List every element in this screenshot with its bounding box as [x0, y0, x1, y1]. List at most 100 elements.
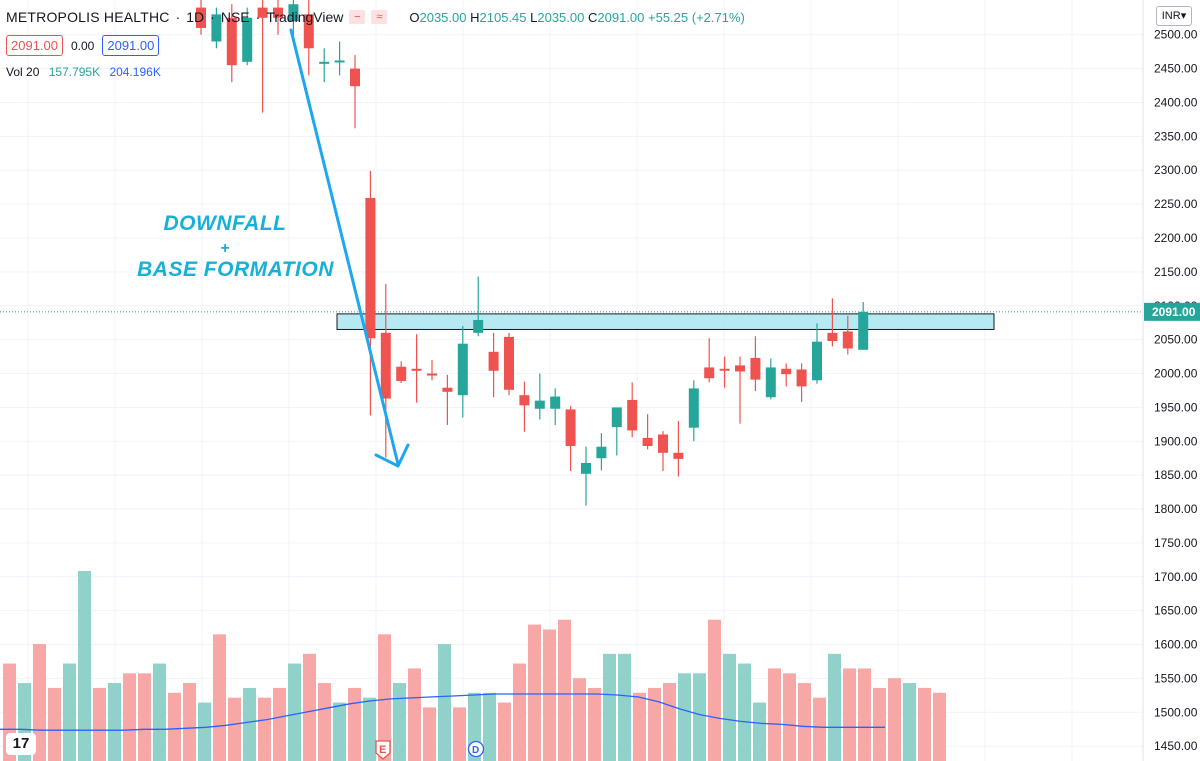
price-tick-label: 1500.00: [1154, 705, 1198, 719]
candle-body: [319, 61, 330, 64]
volume-bar: [33, 644, 46, 761]
volume-bar: [543, 629, 556, 761]
volume-bar: [123, 673, 136, 761]
volume-bar: [498, 702, 511, 761]
volume-bar: [213, 634, 226, 761]
volume-bar: [153, 663, 166, 761]
candle-body: [812, 341, 822, 381]
candle-body: [427, 373, 437, 376]
candle-body: [488, 351, 499, 371]
price-tick-label: 1650.00: [1154, 604, 1198, 618]
minus-icon[interactable]: −: [349, 10, 366, 24]
volume-bar: [438, 644, 451, 761]
volume-bar: [573, 678, 586, 761]
volume-bar: [93, 687, 106, 761]
candle-body: [334, 60, 345, 63]
volume-bar: [753, 702, 766, 761]
volume-bar: [738, 663, 751, 761]
price-tick-label: 2400.00: [1154, 95, 1198, 109]
volume-bar: [843, 668, 856, 761]
volume-legend: Vol 20 157.795K 204.196K: [6, 65, 161, 79]
volume-ma-line: [0, 693, 885, 731]
volume-ma-polyline: [0, 693, 885, 731]
volume-bar: [288, 663, 301, 761]
resistance-zone-rect: [336, 313, 995, 330]
volume-bars: [3, 571, 946, 761]
chart-grid: [0, 0, 1143, 761]
currency-button[interactable]: INR▾: [1156, 6, 1192, 26]
annotation-plus: +: [220, 240, 230, 257]
candle-body: [673, 452, 684, 459]
price-tick-label: 1750.00: [1154, 536, 1198, 550]
price-axis-bg: [1143, 0, 1200, 761]
volume-bar: [258, 697, 271, 761]
candle-body: [273, 7, 283, 18]
volume-bar: [108, 683, 121, 761]
annotation-base-formation: BASE FORMATION: [137, 258, 334, 281]
volume-bar: [168, 692, 181, 761]
dividend-marker: D: [467, 740, 485, 758]
price-tick-label: 2000.00: [1154, 367, 1198, 381]
candle-body: [534, 400, 545, 409]
volume-bar: [408, 668, 421, 761]
candle-body: [396, 366, 407, 381]
price-tick-label: 1700.00: [1154, 570, 1198, 584]
volume-bar: [513, 663, 526, 761]
price-tick-label: 2450.00: [1154, 62, 1198, 76]
dividend-marker-label: D: [472, 745, 479, 756]
bid-ask-row: 2091.00 0.00 2091.00: [6, 35, 160, 56]
buy-price-button[interactable]: 2091.00: [102, 35, 160, 56]
volume-label[interactable]: Vol 20: [6, 65, 40, 79]
volume-bar: [48, 687, 61, 761]
candle-body: [226, 17, 237, 66]
candle-body: [781, 368, 792, 375]
volume-bar: [423, 707, 436, 761]
chart-header: METROPOLIS HEALTHC · 1D · NSE · TradingV…: [6, 9, 745, 25]
volume-bar: [648, 687, 661, 761]
volume-value: 157.795K: [48, 65, 101, 79]
candle-body: [550, 396, 561, 409]
volume-bar: [858, 668, 871, 761]
volume-bar: [693, 673, 706, 761]
price-tick-label: 2300.00: [1154, 163, 1198, 177]
volume-bar: [333, 702, 346, 761]
price-tick-label: 2050.00: [1154, 333, 1198, 347]
volume-bar: [903, 683, 916, 761]
downtrend-arrow: [289, 28, 410, 468]
price-tick-label: 1900.00: [1154, 434, 1198, 448]
candle-body: [750, 357, 761, 380]
interval-label[interactable]: 1D: [186, 9, 205, 25]
candle-body: [242, 17, 253, 62]
price-tick-label: 2350.00: [1154, 129, 1198, 143]
last-price-tag: [1144, 302, 1200, 321]
candle-body: [704, 367, 715, 379]
price-tick-label: 1600.00: [1154, 638, 1198, 652]
candle-body: [365, 198, 376, 339]
candle-body: [442, 387, 453, 392]
price-tick-label: 1950.00: [1154, 400, 1198, 414]
volume-bar: [183, 683, 196, 761]
volume-bar: [723, 653, 736, 761]
price-tick-label: 2500.00: [1154, 28, 1198, 42]
volume-bar: [588, 687, 601, 761]
candle-body: [457, 343, 468, 396]
candle-body: [196, 7, 206, 28]
wave-icon[interactable]: ≈: [371, 10, 388, 24]
volume-bar: [798, 683, 811, 761]
volume-bar: [678, 673, 691, 761]
sell-price-button[interactable]: 2091.00: [6, 35, 63, 56]
price-tick-label: 2250.00: [1154, 197, 1198, 211]
tradingview-logo-icon[interactable]: 17: [6, 733, 36, 755]
price-tick-label: 2200.00: [1154, 231, 1198, 245]
volume-bar: [393, 683, 406, 761]
candle-body: [257, 7, 268, 18]
candle-body: [288, 4, 299, 22]
volume-bar: [528, 624, 541, 761]
volume-ma-value: 204.196K: [109, 65, 161, 79]
volume-bar: [483, 692, 496, 761]
symbol-name[interactable]: METROPOLIS HEALTHC: [6, 9, 170, 25]
resistance-zone: [0, 311, 1143, 330]
candle-body: [627, 399, 638, 431]
